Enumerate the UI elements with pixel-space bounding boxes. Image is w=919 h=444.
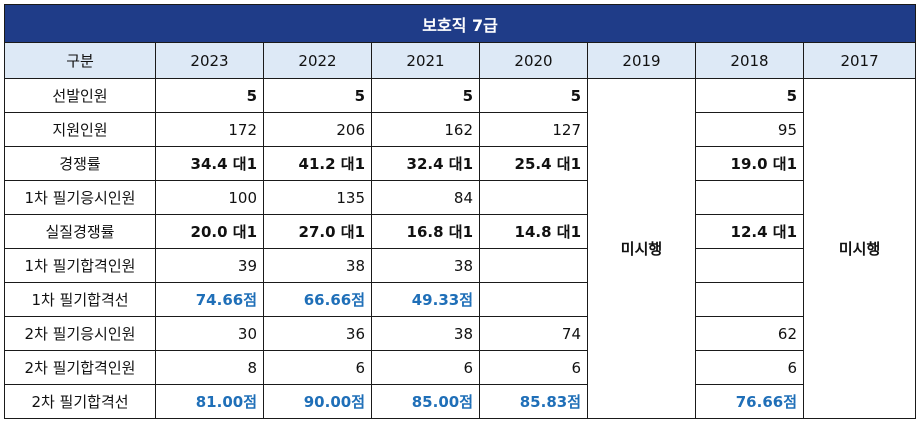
table-cell: 85.00점 — [371, 384, 480, 419]
year-header: 2019 — [587, 42, 696, 79]
row-label: 1차 필기합격선 — [4, 282, 156, 317]
row-label: 2차 필기합격선 — [4, 384, 156, 419]
table-cell: 25.4 대1 — [479, 146, 588, 181]
year-header-row: 구분 2023 2022 2021 2020 2019 2018 2017 — [4, 42, 917, 79]
table-cell: 14.8 대1 — [479, 214, 588, 249]
table-cell: 84 — [371, 180, 480, 215]
year-header: 2017 — [802, 42, 917, 79]
row-label: 2차 필기응시인원 — [4, 316, 156, 351]
year-header: 2018 — [695, 42, 804, 79]
year-header: 2021 — [371, 42, 480, 79]
table-cell: 95 — [695, 112, 804, 147]
table-cell — [479, 282, 588, 317]
row-label: 2차 필기합격인원 — [4, 350, 156, 385]
table-cell: 32.4 대1 — [371, 146, 480, 181]
table-cell: 16.8 대1 — [371, 214, 480, 249]
table-cell: 8 — [155, 350, 264, 385]
table-cell: 5 — [263, 78, 372, 113]
table-cell: 76.66점 — [695, 384, 804, 419]
year-header: 2022 — [263, 42, 372, 79]
table-cell: 6 — [263, 350, 372, 385]
table-cell: 39 — [155, 248, 264, 283]
table-cell: 74.66점 — [155, 282, 264, 317]
table-title: 보호직 7급 — [3, 4, 917, 43]
table-cell: 5 — [155, 78, 264, 113]
table-cell: 172 — [155, 112, 264, 147]
table-row: 실질경쟁률 20.0 대1 27.0 대1 16.8 대1 14.8 대1 12.4 대1 — [4, 214, 916, 249]
table-cell: 34.4 대1 — [155, 146, 264, 181]
table-row: 1차 필기합격인원 39 38 38 — [4, 248, 916, 283]
table-cell: 38 — [263, 248, 372, 283]
table-cell: 19.0 대1 — [695, 146, 804, 181]
table-cell: 90.00점 — [263, 384, 372, 419]
table-cell — [479, 180, 588, 215]
table-row: 2차 필기합격인원 8 6 6 6 6 — [4, 350, 916, 385]
table-cell: 38 — [371, 248, 480, 283]
table-cell — [695, 248, 804, 283]
table-cell: 5 — [371, 78, 480, 113]
table-cell: 49.33점 — [371, 282, 480, 317]
table-title-row: 보호직 7급 — [3, 4, 917, 43]
row-label: 실질경쟁률 — [4, 214, 156, 249]
row-label: 선발인원 — [4, 78, 156, 113]
table-cell: 6 — [479, 350, 588, 385]
year-header: 2023 — [155, 42, 264, 79]
table-cell: 81.00점 — [155, 384, 264, 419]
table-cell: 74 — [479, 316, 588, 351]
table-row: 2차 필기합격선 81.00점 90.00점 85.00점 85.83점 76.66점 — [4, 384, 916, 419]
table-row: 선발인원 5 5 5 5 미시행 5 미시행 — [4, 78, 917, 419]
table-cell: 38 — [371, 316, 480, 351]
table-cell: 20.0 대1 — [155, 214, 264, 249]
table-row: 1차 필기응시인원 100 135 84 — [4, 180, 916, 215]
table-cell: 100 — [155, 180, 264, 215]
table-row: 지원인원 172 206 162 127 95 — [4, 112, 916, 147]
row-label: 1차 필기응시인원 — [4, 180, 156, 215]
table-cell: 206 — [263, 112, 372, 147]
year-header: 2020 — [479, 42, 588, 79]
table-cell: 12.4 대1 — [695, 214, 804, 249]
table-cell: 66.66점 — [263, 282, 372, 317]
table-cell: 5 — [695, 78, 804, 113]
not-conducted-2019: 미시행 — [587, 78, 696, 419]
table-cell — [695, 180, 804, 215]
table-cell: 30 — [155, 316, 264, 351]
table-row: 경쟁률 34.4 대1 41.2 대1 32.4 대1 25.4 대1 19.0 대1 — [4, 146, 916, 181]
table-cell — [479, 248, 588, 283]
table-cell: 5 — [479, 78, 588, 113]
table-cell: 6 — [371, 350, 480, 385]
table-cell: 6 — [695, 350, 804, 385]
table-row: 2차 필기응시인원 30 36 38 74 62 — [4, 316, 916, 351]
table-cell: 127 — [479, 112, 588, 147]
row-label: 경쟁률 — [4, 146, 156, 181]
not-conducted-2017: 미시행 — [802, 78, 917, 419]
table-cell: 36 — [263, 316, 372, 351]
stats-table-container: 보호직 7급 구분 2023 2022 2021 2020 2019 2018 … — [3, 4, 917, 438]
table-cell: 27.0 대1 — [263, 214, 372, 249]
exam-stats-table: 보호직 7급 구분 2023 2022 2021 2020 2019 2018 … — [3, 4, 917, 419]
table-cell: 135 — [263, 180, 372, 215]
table-cell: 41.2 대1 — [263, 146, 372, 181]
table-cell: 62 — [695, 316, 804, 351]
row-label: 지원인원 — [4, 112, 156, 147]
table-cell: 85.83점 — [479, 384, 588, 419]
corner-header: 구분 — [4, 42, 156, 79]
table-row: 1차 필기합격선 74.66점 66.66점 49.33점 — [4, 282, 916, 317]
table-cell: 162 — [371, 112, 480, 147]
row-label: 1차 필기합격인원 — [4, 248, 156, 283]
table-cell — [695, 282, 804, 317]
